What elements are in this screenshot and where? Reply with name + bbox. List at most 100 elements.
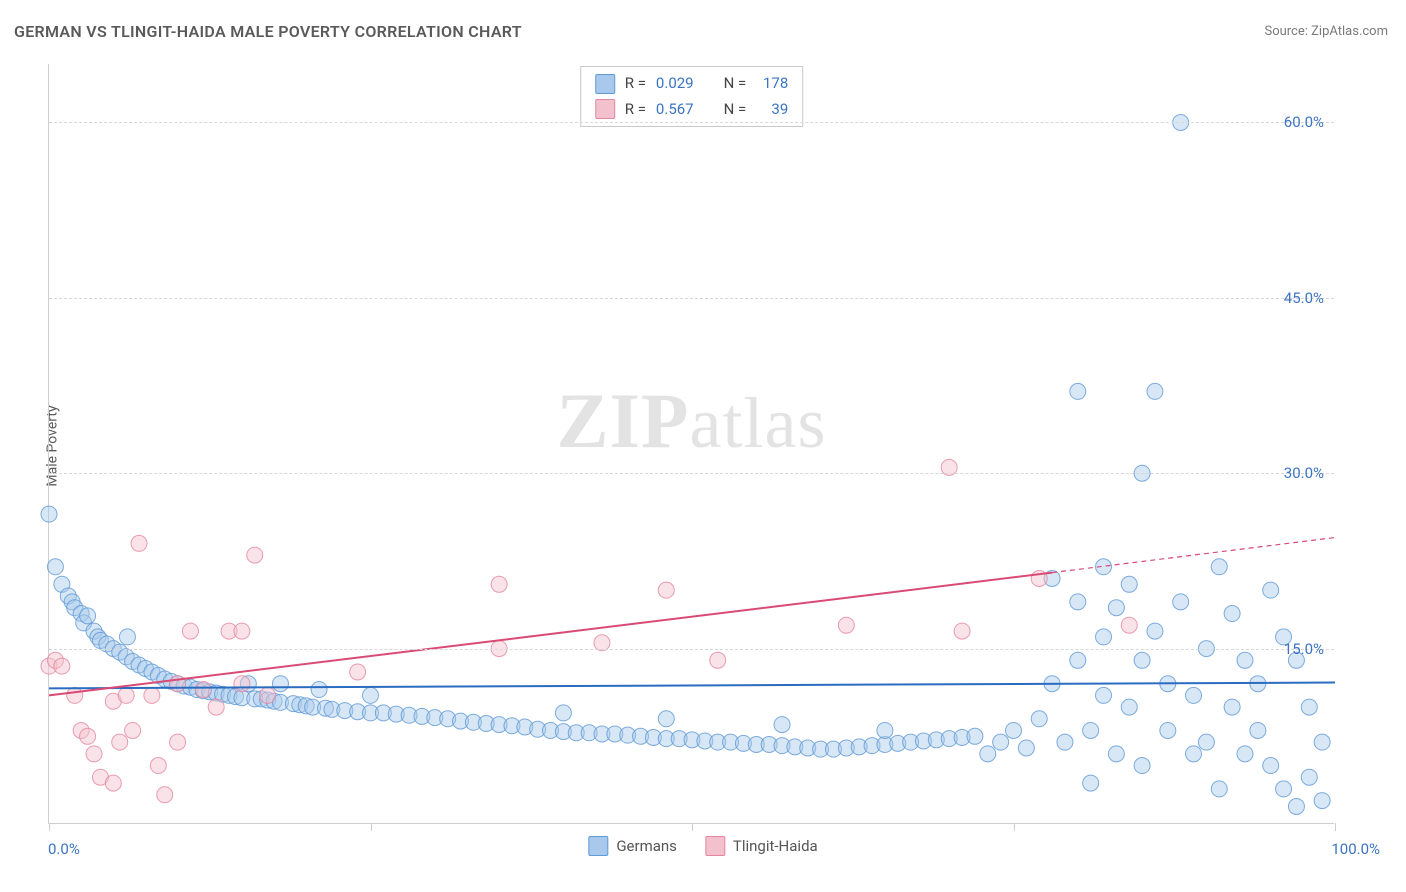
regression-line <box>49 573 1052 696</box>
data-point <box>125 722 141 738</box>
data-point <box>1070 383 1086 399</box>
data-point <box>86 746 102 762</box>
data-point <box>1121 617 1137 633</box>
x-tick <box>371 823 372 831</box>
data-point <box>967 728 983 744</box>
data-point <box>144 687 160 703</box>
data-point <box>1096 687 1112 703</box>
data-point <box>247 547 263 563</box>
legend-swatch <box>595 74 615 94</box>
data-point <box>195 682 211 698</box>
y-tick-label: 15.0% <box>1284 640 1324 658</box>
data-point <box>118 687 134 703</box>
data-point <box>1057 734 1073 750</box>
legend-series-item: Tlingit-Haida <box>705 836 818 856</box>
data-point <box>1160 722 1176 738</box>
data-point <box>1121 699 1137 715</box>
data-point <box>1018 740 1034 756</box>
data-point <box>1224 699 1240 715</box>
data-point <box>710 652 726 668</box>
source-label: Source: ZipAtlas.com <box>1264 24 1388 39</box>
gridline <box>49 122 1334 123</box>
data-point <box>105 775 121 791</box>
legend-series-label: Tlingit-Haida <box>733 837 818 855</box>
legend-n-value: 178 <box>756 71 788 97</box>
data-point <box>363 687 379 703</box>
data-point <box>555 705 571 721</box>
data-point <box>1108 746 1124 762</box>
data-point <box>272 676 288 692</box>
data-point <box>1186 687 1202 703</box>
data-point <box>1186 746 1202 762</box>
x-tick-right: 100.0% <box>1331 840 1380 858</box>
data-point <box>774 717 790 733</box>
data-point <box>67 687 83 703</box>
data-point <box>1134 652 1150 668</box>
x-tick <box>1335 823 1336 831</box>
data-point <box>350 664 366 680</box>
data-point <box>1211 781 1227 797</box>
legend-series-label: Germans <box>616 837 677 855</box>
data-point <box>1083 775 1099 791</box>
data-point <box>311 682 327 698</box>
data-point <box>1198 734 1214 750</box>
legend-correlation-row: R = 0.029 N = 178 <box>595 71 789 97</box>
data-point <box>658 711 674 727</box>
data-point <box>1250 722 1266 738</box>
legend-swatch <box>588 836 608 856</box>
data-point <box>234 676 250 692</box>
data-point <box>1147 623 1163 639</box>
legend-r-value: 0.029 <box>656 71 694 97</box>
y-tick-label: 30.0% <box>1284 464 1324 482</box>
legend-n-value: 39 <box>756 97 788 123</box>
y-tick-label: 60.0% <box>1284 113 1324 131</box>
data-point <box>980 746 996 762</box>
legend-swatch <box>595 99 615 119</box>
y-tick-label: 45.0% <box>1284 289 1324 307</box>
data-point <box>491 576 507 592</box>
data-point <box>41 506 57 522</box>
data-point <box>1237 746 1253 762</box>
data-point <box>1083 722 1099 738</box>
data-point <box>658 582 674 598</box>
legend-correlation: R =0.029N =178R =0.567N =39 <box>580 66 804 127</box>
legend-n-label: N = <box>724 71 747 97</box>
x-tick <box>49 823 50 831</box>
gridline <box>49 473 1334 474</box>
data-point <box>1263 582 1279 598</box>
data-point <box>1237 652 1253 668</box>
data-point <box>260 687 276 703</box>
data-point <box>1070 652 1086 668</box>
data-point <box>150 758 166 774</box>
data-point <box>838 617 854 633</box>
data-point <box>1147 383 1163 399</box>
data-point <box>1301 699 1317 715</box>
legend-r-label: R = <box>625 71 646 97</box>
data-point <box>1314 793 1330 809</box>
data-point <box>80 608 96 624</box>
x-tick-left: 0.0% <box>48 840 80 858</box>
data-point <box>234 623 250 639</box>
data-point <box>182 623 198 639</box>
data-point <box>170 734 186 750</box>
data-point <box>112 734 128 750</box>
data-point <box>1134 758 1150 774</box>
data-point <box>1096 629 1112 645</box>
x-tick <box>1014 823 1015 831</box>
chart-title: GERMAN VS TLINGIT-HAIDA MALE POVERTY COR… <box>14 22 522 41</box>
data-point <box>1173 594 1189 610</box>
data-point <box>157 787 173 803</box>
data-point <box>1211 559 1227 575</box>
legend-series: Germans Tlingit-Haida <box>588 836 817 856</box>
data-point <box>47 559 63 575</box>
x-tick <box>692 823 693 831</box>
data-point <box>877 722 893 738</box>
plot-area: ZIPatlas R =0.029N =178R =0.567N =39 15.… <box>48 64 1334 824</box>
data-point <box>1070 594 1086 610</box>
legend-n-label: N = <box>724 97 747 123</box>
legend-series-item: Germans <box>588 836 677 856</box>
data-point <box>1276 781 1292 797</box>
data-point <box>1121 576 1137 592</box>
plot-svg <box>49 64 1334 823</box>
data-point <box>1288 798 1304 814</box>
